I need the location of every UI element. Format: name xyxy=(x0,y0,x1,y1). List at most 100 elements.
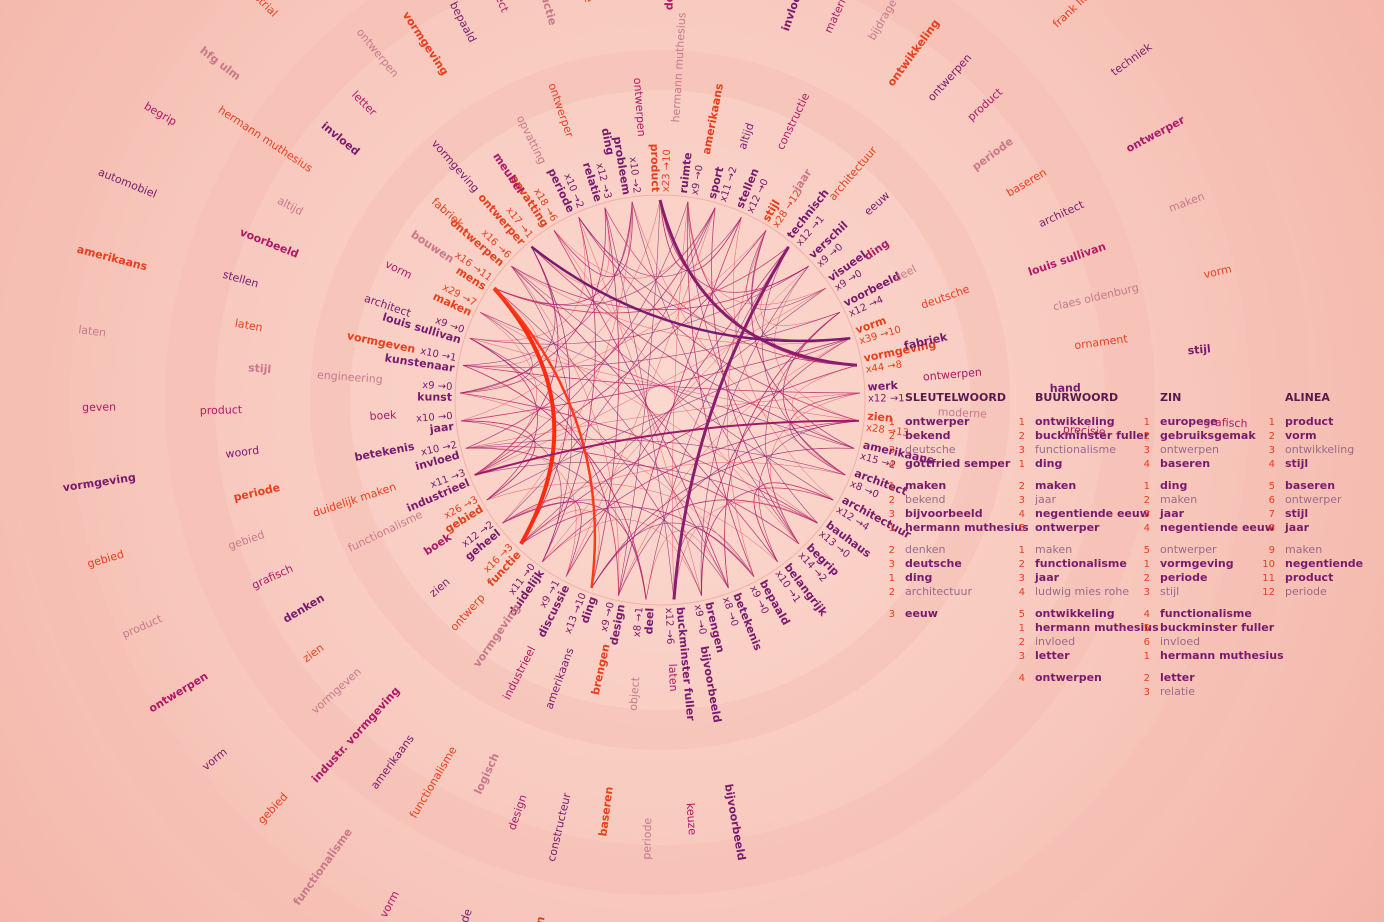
chord xyxy=(769,392,860,545)
chord xyxy=(750,230,855,449)
chord xyxy=(502,207,716,524)
chord xyxy=(502,201,633,524)
chord-strong xyxy=(672,246,790,600)
rank: 6 xyxy=(1269,495,1275,506)
ring-word: grafisch xyxy=(250,562,295,592)
ring-word: object xyxy=(627,676,643,712)
chord-strong xyxy=(493,287,597,589)
chord xyxy=(511,265,851,345)
chord xyxy=(511,265,809,310)
chord-strong xyxy=(492,286,557,545)
rank: 3 xyxy=(1144,445,1150,456)
node-count: x9 →0 xyxy=(422,380,453,393)
table-word: hermann muthesius xyxy=(1035,621,1159,634)
ring-word: hermann muthesius xyxy=(669,12,688,123)
rank: 9 xyxy=(1269,545,1275,556)
column-header: SLEUTELWOORD xyxy=(905,391,1006,404)
table-word: gottfried semper xyxy=(905,457,1011,470)
ring-word: altijd xyxy=(275,194,305,218)
ring-word: woord xyxy=(225,444,260,461)
rank: 3 xyxy=(1269,445,1275,456)
chord xyxy=(511,265,834,501)
table-word: stijl xyxy=(1285,507,1308,520)
table-word: deutsche xyxy=(905,557,962,570)
chord xyxy=(553,230,729,589)
ring-word: ontwerp xyxy=(448,591,488,633)
ring-word: vorm xyxy=(200,745,230,773)
ring-word: periode xyxy=(640,817,654,859)
ring-word: ontwerpen xyxy=(631,77,648,137)
chord xyxy=(711,207,800,545)
chord xyxy=(701,487,834,596)
table-word: ludwig mies rohe xyxy=(1035,585,1129,598)
rank: 1 xyxy=(1019,623,1025,634)
chord xyxy=(520,287,826,545)
table-word: functionalisme xyxy=(1160,607,1252,620)
rank: 5 xyxy=(1269,481,1275,492)
rank: 1 xyxy=(889,481,895,492)
ring-word: boek xyxy=(369,408,397,423)
rank: 1 xyxy=(1144,651,1150,662)
chord xyxy=(465,447,577,577)
chord xyxy=(565,207,716,577)
table-word: jaar xyxy=(1034,571,1060,584)
table-word: ontwikkeling xyxy=(1035,607,1115,620)
chord xyxy=(591,499,818,589)
chord xyxy=(502,462,846,524)
rank: 2 xyxy=(1019,431,1025,442)
node-count: x12 →1 xyxy=(868,393,905,404)
chord xyxy=(474,287,826,476)
table-word: architectuur xyxy=(905,585,972,598)
chord xyxy=(686,201,755,577)
rank: 4 xyxy=(1144,523,1150,534)
rank: 4 xyxy=(1019,587,1025,598)
rank: 1 xyxy=(889,417,895,428)
node-count: x28 →13 xyxy=(865,423,909,440)
table-word: letter xyxy=(1160,671,1195,684)
table-word: ontwerper xyxy=(905,415,970,428)
chord xyxy=(486,337,851,501)
chord xyxy=(465,439,846,476)
ring-word: laten xyxy=(234,317,264,335)
chord xyxy=(761,246,846,476)
ring-word: eeuw xyxy=(862,189,893,218)
table-word: invloed xyxy=(1160,635,1200,648)
rank: 3 xyxy=(889,445,895,456)
rank: 2 xyxy=(889,431,895,442)
ring-word: keuze xyxy=(684,802,699,835)
chord xyxy=(465,446,800,545)
chord xyxy=(462,364,647,600)
chord xyxy=(465,207,716,449)
rank: 1 xyxy=(889,523,895,534)
ring-word: baseren xyxy=(1004,166,1049,200)
chord xyxy=(758,420,859,562)
chord-strong xyxy=(530,245,851,343)
chord xyxy=(469,337,859,422)
ring-band xyxy=(165,0,1155,895)
ring-word: denken xyxy=(281,591,327,625)
chord xyxy=(542,217,596,562)
table-word: product xyxy=(1285,571,1333,584)
rank: 5 xyxy=(1144,623,1150,634)
table-word: ding xyxy=(905,571,932,584)
table-word: gebruiksgemak xyxy=(1160,429,1256,442)
table-word: maken xyxy=(1035,479,1076,492)
chord xyxy=(765,312,840,545)
ring-word: invloed xyxy=(319,119,362,158)
rank: 5 xyxy=(1019,523,1025,534)
chord xyxy=(461,337,851,422)
table-word: vormgeving xyxy=(1160,557,1234,570)
ring-word: laten xyxy=(78,323,107,339)
rank: 5 xyxy=(1144,545,1150,556)
table-word: product xyxy=(1285,415,1333,428)
rank: 3 xyxy=(1019,573,1025,584)
ring-word: product xyxy=(200,403,243,417)
chord xyxy=(460,207,606,394)
ring-word: zien xyxy=(300,641,326,665)
ring-band xyxy=(310,50,1010,750)
table-word: stijl xyxy=(1160,585,1179,598)
ring-word: bepaald xyxy=(447,0,479,45)
chord xyxy=(732,217,834,501)
chord xyxy=(631,201,846,476)
table-word: maken xyxy=(1285,543,1322,556)
